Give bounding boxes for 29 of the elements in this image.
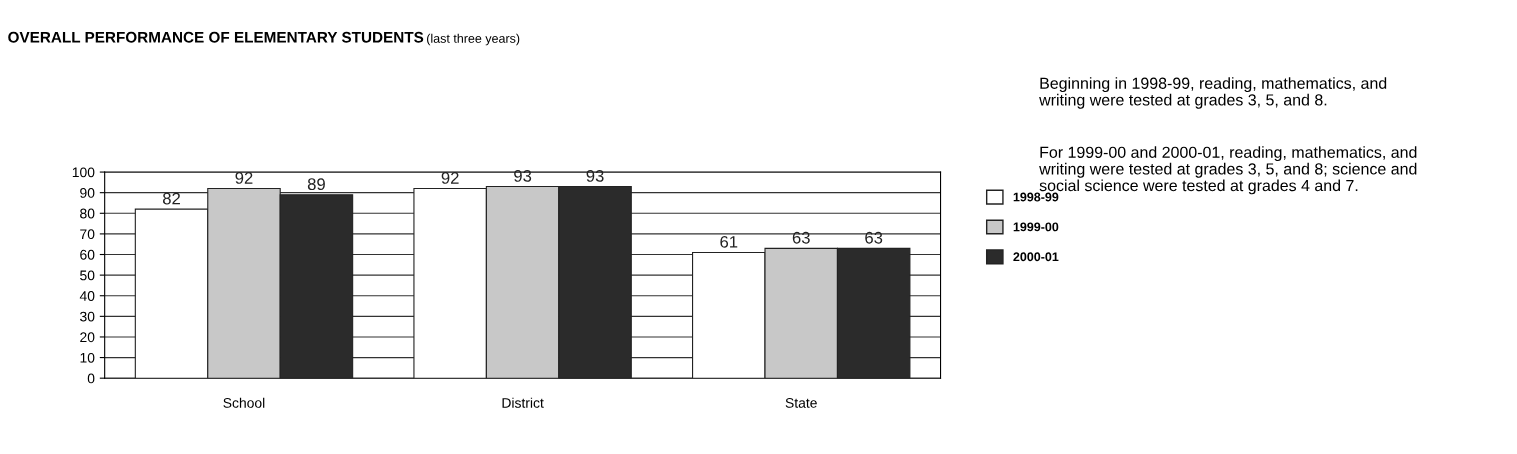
y-tick-label: 80 xyxy=(80,208,95,219)
x-tick-label: State xyxy=(785,397,817,408)
data-label: 63 xyxy=(792,231,810,244)
data-label: 93 xyxy=(586,170,604,182)
x-tick-label: District xyxy=(502,397,544,408)
chart-title: OVERALL PERFORMANCE OF ELEMENTARY STUDENTS xyxy=(8,31,424,43)
data-label: 92 xyxy=(441,172,459,184)
y-tick-label: 0 xyxy=(87,373,95,384)
y-tick-label: 10 xyxy=(80,352,95,363)
data-label: 61 xyxy=(720,235,738,248)
data-label: 63 xyxy=(865,231,883,244)
text: Beginning in 1998-99, reading, mathematics, and writing were tested at grades 3, 5, and 8. xyxy=(1039,77,1387,109)
y-tick-label: 20 xyxy=(80,332,95,343)
y-tick-label: 40 xyxy=(79,291,95,301)
data-label: 89 xyxy=(307,178,325,191)
legend-label: 1999-00 xyxy=(1013,222,1059,232)
y-tick-label: 30 xyxy=(80,311,95,322)
data-label: 92 xyxy=(235,172,253,184)
y-tick-label: 90 xyxy=(80,188,95,198)
y-tick-label: 50 xyxy=(80,270,95,281)
x-tick-label: School xyxy=(223,397,265,408)
y-tick-label: 60 xyxy=(80,249,95,260)
y-tick-label: 100 xyxy=(72,167,95,178)
data-label: 93 xyxy=(514,170,532,182)
y-tick-label: 70 xyxy=(80,229,95,240)
data-label: 82 xyxy=(163,192,180,205)
legend-label: 1998-99 xyxy=(1013,192,1059,202)
chart-subtitle: (last three years) xyxy=(427,33,520,46)
legend-label: 2000-01 xyxy=(1013,252,1059,262)
